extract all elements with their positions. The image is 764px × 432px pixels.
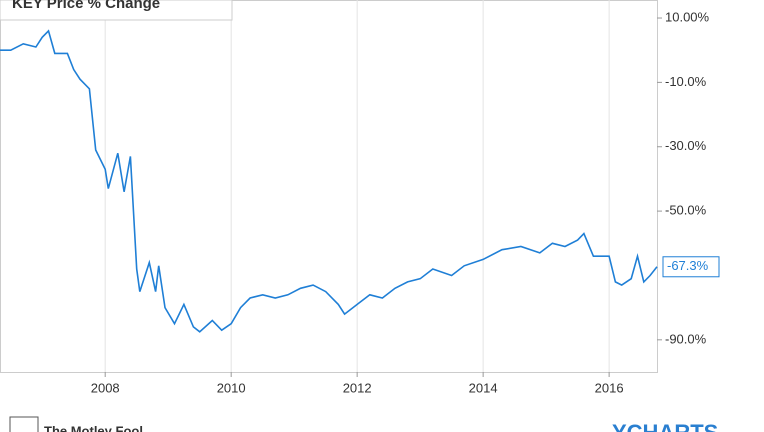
chart-title: KEY Price % Change <box>12 0 160 12</box>
logo <box>9 416 39 432</box>
footer-left: The Motley Fool <box>44 423 143 432</box>
y-tick-label: -10.0% <box>665 74 707 89</box>
x-tick-label: 2008 <box>91 380 120 395</box>
x-tick-label: 2012 <box>343 380 372 395</box>
y-tick-label: 10.00% <box>665 9 710 24</box>
footer-right: YCHARTS <box>612 420 718 432</box>
y-tick-label: -30.0% <box>665 138 707 153</box>
x-tick-label: 2016 <box>595 380 624 395</box>
x-tick-label: 2010 <box>217 380 246 395</box>
y-tick-label: -50.0% <box>665 203 707 218</box>
title-box <box>0 0 233 21</box>
plot-area <box>0 0 658 373</box>
value-label-box <box>662 256 720 278</box>
y-tick-label: -90.0% <box>665 331 707 346</box>
series-line <box>0 29 658 333</box>
x-tick-label: 2014 <box>469 380 498 395</box>
value-label: -67.3% <box>667 258 709 273</box>
